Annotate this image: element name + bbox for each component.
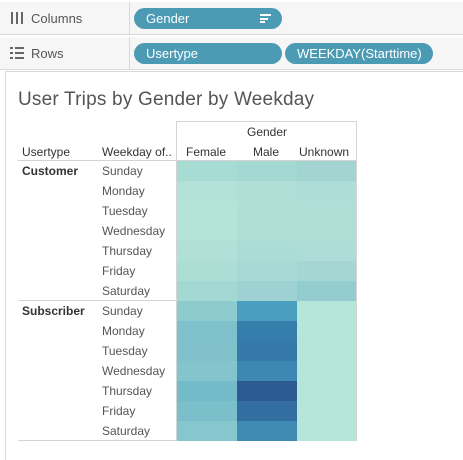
usertype-label-customer: Customer bbox=[22, 164, 79, 178]
heatmap-cell-subscriber-sunday-unknown[interactable] bbox=[297, 301, 356, 321]
heatmap-cell-subscriber-monday-female[interactable] bbox=[177, 321, 237, 341]
heatmap-cell-subscriber-tuesday-female[interactable] bbox=[177, 341, 237, 361]
rows-shelf-label: Rows bbox=[0, 37, 130, 69]
weekday-label: Saturday bbox=[102, 424, 151, 438]
heatmap-cell-customer-saturday-female[interactable] bbox=[177, 281, 237, 301]
weekday-label: Sunday bbox=[102, 304, 143, 318]
usertype-label-subscriber: Subscriber bbox=[22, 304, 85, 318]
header-divider-vertical bbox=[176, 121, 177, 441]
heatmap-cell-subscriber-tuesday-unknown[interactable] bbox=[297, 341, 356, 361]
weekday-label: Saturday bbox=[102, 284, 151, 298]
heatmap-cell-subscriber-saturday-female[interactable] bbox=[177, 421, 237, 441]
gender-pill[interactable]: Gender bbox=[134, 8, 282, 29]
gender-header-top-border bbox=[176, 121, 356, 122]
heatmap-cell-subscriber-sunday-male[interactable] bbox=[237, 301, 297, 321]
weekday-pill-label: WEEKDAY(Starttime) bbox=[297, 46, 422, 61]
heatmap-cell-customer-thursday-unknown[interactable] bbox=[297, 241, 356, 261]
heatmap-cell-customer-wednesday-unknown[interactable] bbox=[297, 221, 356, 241]
heatmap-cell-customer-tuesday-female[interactable] bbox=[177, 201, 237, 221]
heatmap-cell-subscriber-thursday-female[interactable] bbox=[177, 381, 237, 401]
heatmap-cell-subscriber-wednesday-unknown[interactable] bbox=[297, 361, 356, 381]
heatmap-cell-customer-friday-female[interactable] bbox=[177, 261, 237, 281]
heatmap-cell-customer-friday-male[interactable] bbox=[237, 261, 297, 281]
sheet-title: User Trips by Gender by Weekday bbox=[18, 89, 315, 110]
heatmap-cell-customer-tuesday-unknown[interactable] bbox=[297, 201, 356, 221]
heatmap-cell-customer-sunday-unknown[interactable] bbox=[297, 161, 356, 181]
weekday-header[interactable]: Weekday of.. bbox=[102, 145, 172, 159]
columns-icon bbox=[10, 11, 24, 25]
heatmap-cell-customer-sunday-female[interactable] bbox=[177, 161, 237, 181]
heatmap-cell-customer-thursday-male[interactable] bbox=[237, 241, 297, 261]
column-header-unknown[interactable]: Unknown bbox=[299, 145, 350, 159]
weekday-label: Thursday bbox=[102, 384, 153, 398]
heatmap-cell-subscriber-monday-male[interactable] bbox=[237, 321, 297, 341]
heatmap-cell-subscriber-sunday-female[interactable] bbox=[177, 301, 237, 321]
heatmap-cell-customer-monday-male[interactable] bbox=[237, 181, 297, 201]
heatmap-cell-customer-thursday-female[interactable] bbox=[177, 241, 237, 261]
column-header-male[interactable]: Male bbox=[253, 145, 280, 159]
usertype-pill-label: Usertype bbox=[146, 46, 199, 61]
rows-label-text: Rows bbox=[31, 45, 64, 61]
heatmap-cell-customer-wednesday-male[interactable] bbox=[237, 221, 297, 241]
weekday-label: Sunday bbox=[102, 164, 143, 178]
weekday-label: Wednesday bbox=[102, 364, 166, 378]
heatmap-cell-customer-monday-female[interactable] bbox=[177, 181, 237, 201]
weekday-label: Monday bbox=[102, 324, 145, 338]
heatmap-cell-subscriber-tuesday-male[interactable] bbox=[237, 341, 297, 361]
weekday-label: Monday bbox=[102, 184, 145, 198]
header-bottom-border bbox=[18, 160, 356, 161]
weekday-label: Friday bbox=[102, 404, 136, 418]
heatmap-cell-customer-wednesday-female[interactable] bbox=[177, 221, 237, 241]
weekday-label: Tuesday bbox=[102, 204, 148, 218]
heatmap-cell-subscriber-wednesday-female[interactable] bbox=[177, 361, 237, 381]
weekday-pill[interactable]: WEEKDAY(Starttime) bbox=[285, 43, 433, 64]
usertype-pill[interactable]: Usertype bbox=[134, 43, 282, 64]
usertype-header[interactable]: Usertype bbox=[22, 145, 71, 159]
heatmap-cell-subscriber-saturday-unknown[interactable] bbox=[297, 421, 356, 441]
rows-shelf: Rows Usertype WEEKDAY(Starttime) bbox=[0, 37, 463, 70]
rows-icon bbox=[10, 46, 24, 60]
heatmap-cell-subscriber-friday-unknown[interactable] bbox=[297, 401, 356, 421]
columns-label-text: Columns bbox=[31, 10, 83, 26]
sort-icon[interactable] bbox=[260, 14, 271, 23]
heatmap-cell-subscriber-friday-female[interactable] bbox=[177, 401, 237, 421]
columns-shelf-label: Columns bbox=[0, 2, 130, 34]
weekday-label: Thursday bbox=[102, 244, 153, 258]
column-header-female[interactable]: Female bbox=[186, 145, 227, 159]
heatmap-cell-subscriber-wednesday-male[interactable] bbox=[237, 361, 297, 381]
columns-shelf: Columns Gender bbox=[0, 2, 463, 35]
heatmap-cell-subscriber-saturday-male[interactable] bbox=[237, 421, 297, 441]
heatmap-cell-customer-sunday-male[interactable] bbox=[237, 161, 297, 181]
heatmap-cell-subscriber-monday-unknown[interactable] bbox=[297, 321, 356, 341]
heatmap-cell-subscriber-thursday-male[interactable] bbox=[237, 381, 297, 401]
heatmap-cell-customer-tuesday-male[interactable] bbox=[237, 201, 297, 221]
heatmap-cell-customer-monday-unknown[interactable] bbox=[297, 181, 356, 201]
heatmap-cell-customer-saturday-male[interactable] bbox=[237, 281, 297, 301]
weekday-label: Wednesday bbox=[102, 224, 166, 238]
heatmap-cell-customer-saturday-unknown[interactable] bbox=[297, 281, 356, 301]
weekday-label: Tuesday bbox=[102, 344, 148, 358]
weekday-label: Friday bbox=[102, 264, 136, 278]
gender-header: Gender bbox=[247, 125, 288, 139]
heatmap-cell-subscriber-friday-male[interactable] bbox=[237, 401, 297, 421]
heatmap-cell-customer-friday-unknown[interactable] bbox=[297, 261, 356, 281]
table-right-border bbox=[356, 121, 357, 441]
gender-pill-label: Gender bbox=[146, 11, 190, 26]
heatmap-cell-subscriber-thursday-unknown[interactable] bbox=[297, 381, 356, 401]
